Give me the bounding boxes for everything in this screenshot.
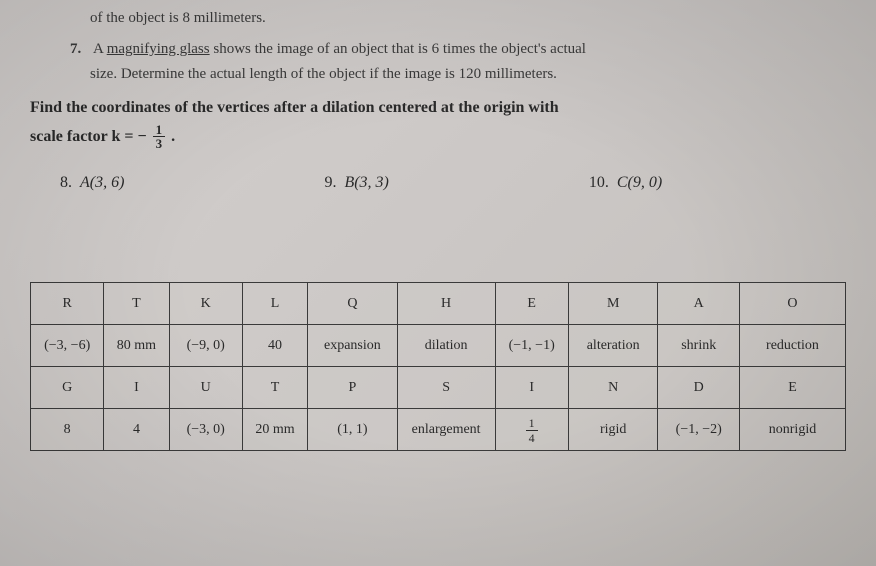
table-cell: P: [308, 367, 398, 409]
table-cell: reduction: [739, 325, 845, 367]
answer-table: RTKLQHEMAO(−3, −6)80 mm(−9, 0)40expansio…: [30, 282, 846, 451]
table-row-2: (−3, −6)80 mm(−9, 0)40expansiondilation(…: [31, 325, 846, 367]
problem-8-number: 8.: [60, 174, 72, 192]
problem-10-coord: C(9, 0): [617, 174, 662, 192]
problem-10-number: 10.: [589, 174, 609, 192]
table-cell: H: [397, 283, 495, 325]
table-cell: N: [568, 367, 658, 409]
problem-7: 7. A magnifying glass shows the image of…: [30, 41, 846, 83]
table-cell: 4: [104, 409, 169, 451]
scale-negative: −: [137, 128, 146, 146]
table-cell: L: [242, 283, 307, 325]
problem-8-coord: A(3, 6): [80, 174, 124, 192]
table-fraction: 14: [526, 417, 538, 444]
table-cell: Q: [308, 283, 398, 325]
table-cell: (−1, −1): [495, 325, 568, 367]
table-cell: O: [739, 283, 845, 325]
table-cell: dilation: [397, 325, 495, 367]
table-cell: M: [568, 283, 658, 325]
partial-preceding-line: of the object is 8 millimeters.: [30, 10, 846, 27]
problem-8: 8. A(3, 6): [60, 174, 124, 192]
table-cell: T: [242, 367, 307, 409]
scale-denominator: 3: [153, 137, 166, 150]
table-cell: (−1, −2): [658, 409, 740, 451]
table-cell: T: [104, 283, 169, 325]
table-cell: expansion: [308, 325, 398, 367]
table-cell: (−3, 0): [169, 409, 242, 451]
table-row-1: RTKLQHEMAO: [31, 283, 846, 325]
problem-10: 10. C(9, 0): [589, 174, 662, 192]
table-cell: A: [658, 283, 740, 325]
scale-prefix: scale factor k =: [30, 128, 133, 146]
table-cell: nonrigid: [739, 409, 845, 451]
table-cell: (1, 1): [308, 409, 398, 451]
problem-9-coord: B(3, 3): [344, 174, 388, 192]
table-cell: (−3, −6): [31, 325, 104, 367]
table-cell: rigid: [568, 409, 658, 451]
table-cell: G: [31, 367, 104, 409]
scale-suffix: .: [171, 128, 175, 146]
problem-9: 9. B(3, 3): [324, 174, 388, 192]
table-cell: shrink: [658, 325, 740, 367]
problem-7-text-a: A: [93, 41, 107, 57]
table-cell: R: [31, 283, 104, 325]
table-cell: enlargement: [397, 409, 495, 451]
problem-7-line2: size. Determine the actual length of the…: [70, 66, 846, 83]
table-cell: (−9, 0): [169, 325, 242, 367]
table-cell: E: [739, 367, 845, 409]
problem-9-number: 9.: [324, 174, 336, 192]
table-cell: D: [658, 367, 740, 409]
table-cell: U: [169, 367, 242, 409]
table-cell: alteration: [568, 325, 658, 367]
table-cell: 8: [31, 409, 104, 451]
problem-7-underlined: magnifying glass: [107, 41, 210, 57]
scale-fraction: 1 3: [153, 123, 166, 150]
table-row-3: GIUTPSINDE: [31, 367, 846, 409]
coordinate-problems-row: 8. A(3, 6) 9. B(3, 3) 10. C(9, 0): [30, 174, 846, 192]
table-row-4: 84(−3, 0)20 mm(1, 1)enlargement 14 rigid(−…: [31, 409, 846, 451]
dilation-instruction-line1: Find the coordinates of the vertices aft…: [30, 99, 846, 117]
table-cell: K: [169, 283, 242, 325]
table-cell: 40: [242, 325, 307, 367]
dilation-instruction-line2: scale factor k = − 1 3 .: [30, 123, 846, 150]
problem-7-text-b: shows the image of an object that is 6 t…: [210, 41, 586, 57]
table-cell: I: [495, 367, 568, 409]
problem-7-number: 7.: [70, 41, 90, 58]
table-cell: 20 mm: [242, 409, 307, 451]
table-cell: 14: [495, 409, 568, 451]
table-cell: 80 mm: [104, 325, 169, 367]
scale-numerator: 1: [153, 123, 166, 137]
table-cell: I: [104, 367, 169, 409]
table-cell: E: [495, 283, 568, 325]
table-cell: S: [397, 367, 495, 409]
